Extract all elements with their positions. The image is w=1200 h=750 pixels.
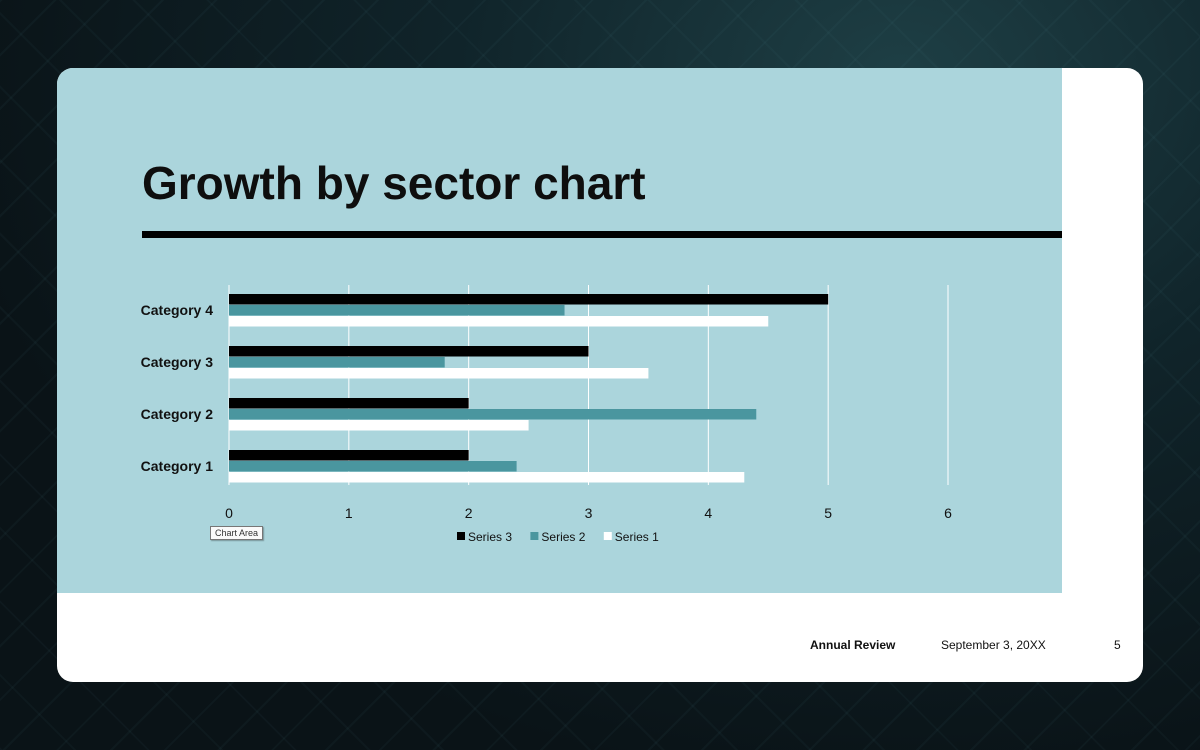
legend-label: Series 3 bbox=[468, 530, 512, 544]
x-tick-label: 1 bbox=[345, 505, 353, 521]
x-tick-label: 5 bbox=[824, 505, 832, 521]
chart-area[interactable]: 0 1 2 3 4 5 6 Category 1 Category 2 Category 3 Cat… bbox=[57, 68, 1143, 593]
legend-swatch bbox=[530, 532, 539, 540]
legend-label: Series 2 bbox=[541, 530, 585, 544]
slide-title[interactable]: Growth by sector chart bbox=[142, 157, 646, 209]
bar-series-1 bbox=[229, 472, 745, 483]
bar-series-2 bbox=[229, 357, 445, 368]
title-underline bbox=[142, 231, 1062, 238]
legend-swatch bbox=[603, 532, 612, 540]
x-tick-label: 3 bbox=[585, 505, 593, 521]
legend-label: Series 1 bbox=[615, 530, 659, 544]
bar-series-2 bbox=[229, 409, 757, 420]
bar-series-3 bbox=[229, 346, 589, 357]
bar-series-1 bbox=[229, 316, 769, 327]
footer-title[interactable]: Annual Review bbox=[810, 638, 896, 652]
content-panel bbox=[57, 68, 1062, 593]
x-tick-label: 6 bbox=[944, 505, 952, 521]
legend-swatch bbox=[457, 532, 465, 540]
bar-series-3 bbox=[229, 398, 469, 409]
slide[interactable]: Growth by sector chart 0 1 2 3 4 5 6 Category 1… bbox=[57, 68, 1143, 682]
category-label: Category 1 bbox=[141, 458, 214, 474]
x-tick-label: 4 bbox=[704, 505, 712, 521]
bar-series-2 bbox=[229, 461, 517, 472]
category-label: Category 3 bbox=[141, 354, 214, 370]
page-number[interactable]: 5 bbox=[1114, 638, 1121, 652]
bar-series-1 bbox=[229, 420, 529, 431]
footer-date[interactable]: September 3, 20XX bbox=[941, 638, 1046, 652]
x-tick-label: 0 bbox=[225, 505, 233, 521]
chart-area-tooltip: Chart Area bbox=[210, 526, 264, 540]
bar-series-1 bbox=[229, 368, 649, 379]
category-label: Category 2 bbox=[141, 406, 214, 422]
bar-series-3 bbox=[229, 294, 829, 305]
bar-series-3 bbox=[229, 450, 469, 461]
x-tick-label: 2 bbox=[465, 505, 473, 521]
bar-series-2 bbox=[229, 305, 565, 316]
category-label: Category 4 bbox=[141, 302, 214, 318]
